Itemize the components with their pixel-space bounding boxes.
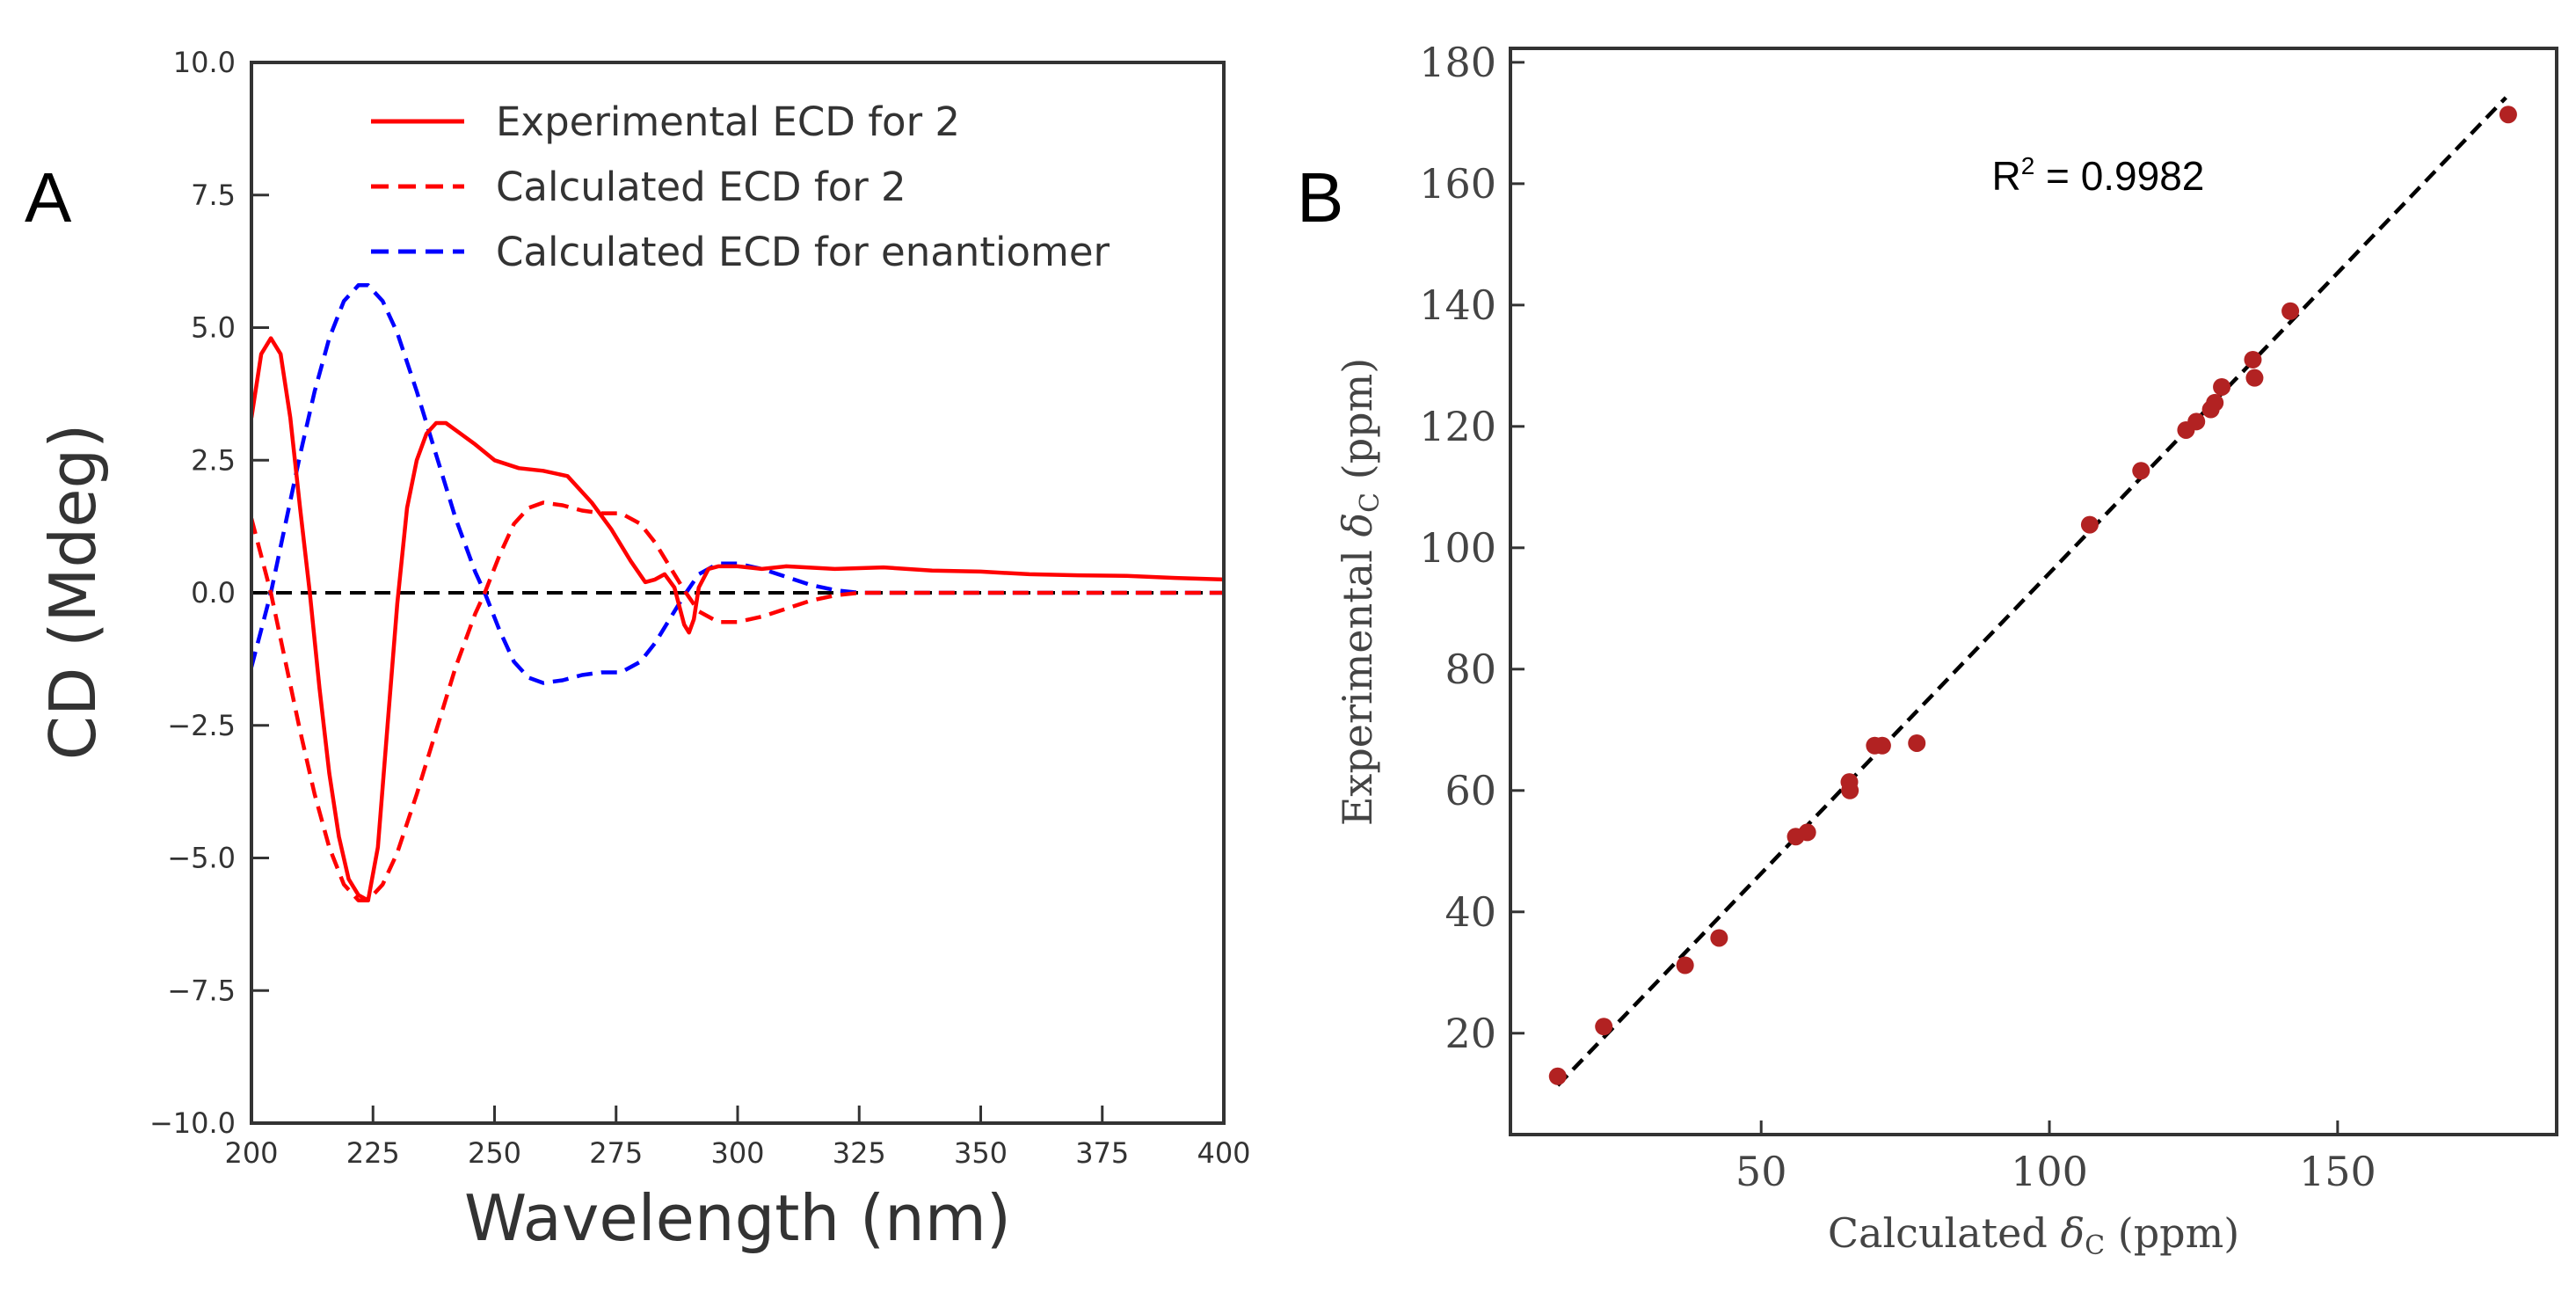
- x-axis-label-b: Calculated δC (ppm): [1828, 1209, 2239, 1261]
- y-tick-label-a: 0.0: [191, 576, 236, 610]
- x-tick-label-a: 200: [224, 1136, 278, 1170]
- plot-frame-b: [1509, 47, 2558, 1136]
- y-tick-label-a: −2.5: [167, 709, 236, 742]
- panel-label-a: A: [25, 158, 72, 237]
- x-tick-label-b: 50: [1736, 1148, 1787, 1195]
- legend-label-enantiomer: Calculated ECD for enantiomer: [496, 229, 1110, 275]
- data-point: [2187, 412, 2206, 431]
- x-label-pre: Calculated: [1828, 1209, 2061, 1257]
- r-squared-annotation: R2 = 0.9982: [1991, 152, 2204, 199]
- series-line-0: [251, 336, 1224, 902]
- data-point: [1595, 1018, 1613, 1036]
- panel-b: B 50 100 150 20 40 60 80 100 120 140 160 180 R2 = 0.…: [1297, 39, 2558, 1261]
- legend-label-calculated: Calculated ECD for 2: [496, 164, 906, 210]
- x-label-delta: δ: [2060, 1209, 2085, 1257]
- nmr-correlation-plot: 50 100 150 20 40 60 80 100 120 140 160 180 R2 = 0.99…: [1419, 39, 2558, 1195]
- x-tick-label-a: 275: [589, 1136, 643, 1170]
- x-tick-label-a: 350: [954, 1136, 1008, 1170]
- data-point: [1798, 823, 1816, 842]
- data-point: [2499, 106, 2517, 124]
- data-point: [1548, 1067, 1567, 1085]
- x-tick-label-a: 325: [833, 1136, 886, 1170]
- plot-frame-a: [250, 61, 1226, 1125]
- x-tick-label-a: 250: [468, 1136, 521, 1170]
- fit-line: [1556, 96, 2507, 1087]
- y-tick-label-b: 120: [1419, 403, 1496, 450]
- x-label-sub: C: [2085, 1230, 2105, 1261]
- series-group: [251, 283, 1224, 902]
- y-label-delta: δ: [1334, 513, 1381, 537]
- y-tick-label-b: 80: [1444, 646, 1496, 693]
- data-point: [2244, 350, 2262, 369]
- y-label-post: (ppm): [1334, 358, 1381, 493]
- data-point: [2213, 377, 2231, 396]
- y-label-pre: Experimental: [1334, 537, 1381, 827]
- data-point: [1873, 736, 1891, 755]
- x-tick-label-a: 400: [1197, 1136, 1250, 1170]
- y-tick-label-a: −5.0: [167, 842, 236, 875]
- y-tick-label-a: 5.0: [191, 311, 236, 345]
- data-point: [1710, 929, 1728, 947]
- x-label-post: (ppm): [2105, 1209, 2239, 1257]
- r-squared-value: = 0.9982: [2034, 153, 2204, 199]
- r-squared-base: R: [1991, 153, 2020, 199]
- y-tick-label-a: −10.0: [149, 1106, 236, 1140]
- y-axis-label-a: CD (Mdeg): [36, 424, 110, 761]
- y-tick-label-b: 60: [1444, 767, 1496, 814]
- ecd-legend: Experimental ECD for 2 Calculated ECD fo…: [371, 99, 1110, 275]
- y-tick-label-b: 140: [1419, 281, 1496, 329]
- y-tick-label-a: −7.5: [167, 974, 236, 1007]
- y-tick-label-a: 7.5: [191, 179, 236, 212]
- x-tick-label-b: 150: [2299, 1148, 2376, 1195]
- data-point: [1908, 734, 1926, 752]
- legend-label-experimental: Experimental ECD for 2: [496, 99, 960, 145]
- data-point: [2132, 462, 2150, 480]
- series-line-1: [251, 500, 1224, 902]
- y-label-sub: C: [1355, 493, 1386, 513]
- y-tick-label-b: 180: [1419, 39, 1496, 86]
- panel-label-b: B: [1297, 158, 1343, 237]
- y-axis-label-b: Experimental δC (ppm): [1334, 358, 1386, 826]
- series-line-2: [251, 283, 1224, 685]
- y-tick-label-a: 10.0: [173, 46, 236, 79]
- x-tick-label-a: 375: [1075, 1136, 1129, 1170]
- x-tick-label-a: 300: [710, 1136, 764, 1170]
- data-point: [2080, 515, 2099, 534]
- y-tick-label-b: 100: [1419, 524, 1496, 572]
- x-tick-label-b: 100: [2011, 1148, 2088, 1195]
- y-tick-label-b: 160: [1419, 160, 1496, 208]
- y-tick-label-b: 40: [1444, 888, 1496, 936]
- y-tick-label-b: 20: [1444, 1010, 1496, 1057]
- r-squared-sup: 2: [2021, 152, 2035, 179]
- data-point: [1841, 781, 1859, 799]
- x-tick-label-a: 225: [346, 1136, 400, 1170]
- x-axis-label-a: Wavelength (nm): [464, 1181, 1011, 1255]
- panel-a: A 200 225 250 275 300 325 350 375 40010.07.55.02…: [25, 46, 1251, 1255]
- y-tick-label-a: 2.5: [191, 443, 236, 477]
- data-point: [2206, 393, 2224, 412]
- data-point: [2281, 302, 2300, 320]
- data-point: [2245, 369, 2264, 387]
- ecd-plot: 200 225 250 275 300 325 350 375 400 10.0 7.5 5.0 2.5…: [149, 46, 1251, 1170]
- data-point: [1676, 956, 1694, 974]
